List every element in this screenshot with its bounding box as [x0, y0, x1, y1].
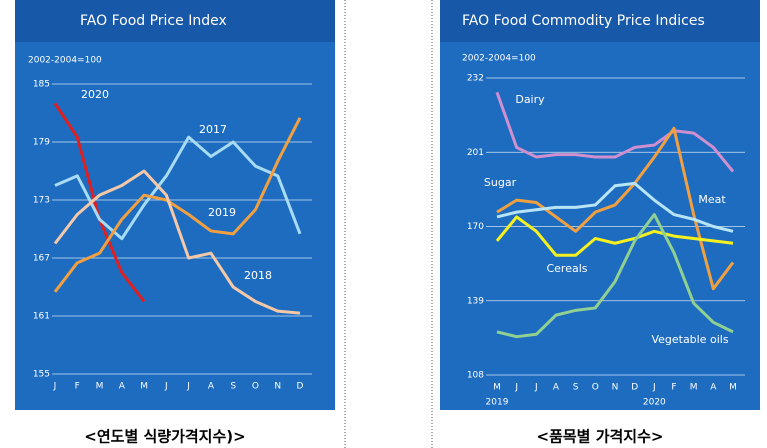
x-year-label: 2020: [643, 398, 666, 408]
series-label: Vegetable oils: [651, 333, 728, 346]
x-tick-label: M: [96, 382, 104, 392]
y-tick-label: 161: [33, 312, 50, 322]
panel-header: [15, 0, 335, 42]
series-label: Meat: [698, 193, 726, 206]
series-line: [496, 181, 734, 233]
x-tick-label: N: [274, 382, 281, 392]
x-tick-label: J: [652, 383, 656, 393]
series-line: [496, 213, 734, 339]
series-line: [496, 126, 735, 291]
x-tick-label: J: [164, 382, 168, 392]
x-tick-label: F: [75, 382, 80, 392]
series-label: 2018: [244, 269, 272, 282]
y-tick-label: 232: [467, 74, 484, 84]
series-label: 2017: [199, 123, 227, 136]
series-line: [53, 169, 301, 315]
chart-title: FAO Food Commodity Price Indices: [462, 13, 705, 29]
x-year-label: 2019: [486, 398, 509, 408]
series-label: 2020: [81, 88, 109, 101]
x-tick-label: J: [534, 383, 538, 393]
series-label: 2019: [208, 206, 236, 219]
y-tick-label: 167: [33, 254, 50, 264]
panel-header: [440, 0, 760, 42]
x-tick-label: A: [710, 383, 717, 393]
x-tick-label: N: [612, 383, 619, 393]
subtitle: 2002-2004=100: [28, 56, 102, 66]
x-tick-label: J: [514, 383, 518, 393]
chart-title: FAO Food Price Index: [80, 13, 227, 29]
x-tick-label: S: [230, 382, 236, 392]
caption: <품목별 가격지수>: [537, 428, 664, 446]
x-tick-label: M: [690, 383, 698, 393]
y-tick-label: 185: [33, 80, 50, 90]
series-label: Dairy: [515, 93, 545, 106]
x-tick-label: A: [208, 382, 215, 392]
x-tick-label: M: [729, 383, 737, 393]
x-tick-label: A: [119, 382, 126, 392]
series-label: Cereals: [546, 262, 587, 275]
x-tick-label: O: [592, 383, 599, 393]
y-tick-label: 179: [33, 138, 50, 148]
series-line: [54, 135, 302, 241]
caption: <연도별 식량가격지수)>: [84, 428, 245, 446]
y-tick-label: 170: [467, 222, 484, 232]
y-tick-label: 173: [33, 196, 50, 206]
series-line: [495, 91, 735, 173]
x-tick-label: J: [53, 382, 57, 392]
x-tick-label: O: [252, 382, 259, 392]
y-tick-label: 139: [467, 296, 484, 306]
series-line: [53, 117, 302, 293]
x-tick-label: D: [297, 382, 304, 392]
series-label: Sugar: [484, 176, 517, 189]
x-tick-label: J: [186, 382, 190, 392]
x-tick-label: M: [493, 383, 501, 393]
x-tick-label: M: [140, 382, 148, 392]
x-tick-label: S: [573, 383, 579, 393]
x-tick-label: D: [631, 383, 638, 393]
x-tick-label: A: [553, 383, 560, 393]
subtitle: 2002-2004=100: [462, 54, 536, 64]
x-tick-label: F: [671, 383, 676, 393]
y-tick-label: 201: [467, 148, 484, 158]
panel: [440, 0, 760, 410]
y-tick-label: 108: [467, 371, 484, 381]
y-tick-label: 155: [33, 370, 50, 380]
series-line: [495, 215, 734, 257]
